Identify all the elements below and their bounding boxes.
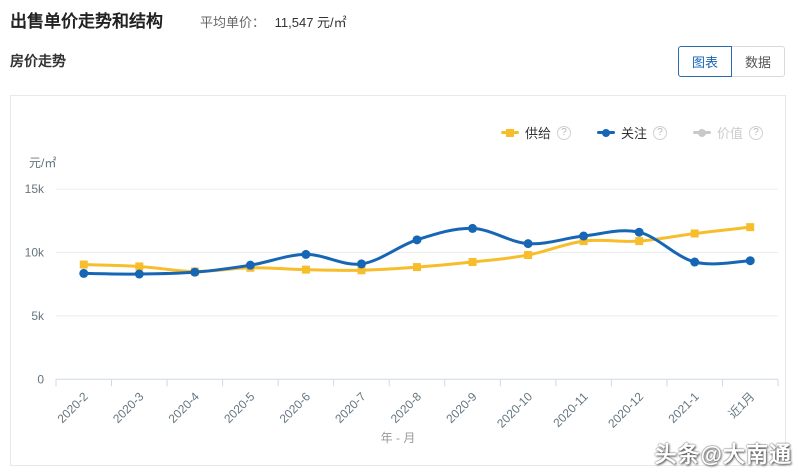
svg-text:2021-1: 2021-1	[665, 389, 702, 426]
watermark: 头条@大南通	[654, 442, 792, 467]
attention-series-marker-icon	[596, 128, 615, 138]
line-chart[interactable]: 0 5k 10k 15k 2020-2 2020-3 2020-4 2020-5 2020-6 2…	[11, 96, 787, 467]
legend-item-supply[interactable]: 供给 ?	[500, 123, 571, 142]
legend-item-value[interactable]: 价值 ?	[692, 123, 763, 142]
svg-text:2020-11: 2020-11	[550, 389, 591, 430]
average-price-value: 11,547 元/㎡	[274, 15, 347, 30]
value-series-marker-icon	[692, 128, 711, 138]
svg-text:2020-9: 2020-9	[443, 389, 480, 426]
help-icon[interactable]: ?	[556, 125, 571, 140]
svg-text:2020-6: 2020-6	[277, 389, 314, 426]
svg-text:2020-8: 2020-8	[388, 389, 425, 426]
svg-text:2020-2: 2020-2	[55, 389, 92, 426]
x-axis-title: 年 - 月	[380, 431, 416, 445]
svg-text:2020-7: 2020-7	[332, 389, 369, 426]
svg-text:5k: 5k	[31, 309, 45, 323]
section-title: 房价走势	[10, 53, 66, 69]
average-price: 平均单价： 11,547 元/㎡	[200, 12, 347, 31]
chart-panel: 供给 ? 关注 ? 价值 ? 元/㎡ 0 5k 10k 15k 2020-2 2020-3…	[10, 95, 786, 466]
svg-text:15k: 15k	[25, 182, 45, 196]
svg-text:2020-10: 2020-10	[494, 389, 535, 430]
svg-text:2020-12: 2020-12	[605, 389, 646, 430]
svg-text:2020-4: 2020-4	[166, 389, 203, 426]
page-title: 出售单价走势和结构	[10, 12, 163, 31]
y-axis-unit-label: 元/㎡	[29, 156, 57, 170]
svg-text:近1月: 近1月	[726, 390, 758, 422]
svg-text:2020-3: 2020-3	[110, 389, 147, 426]
svg-text:2020-5: 2020-5	[221, 389, 258, 426]
legend-label-value: 价值	[716, 126, 743, 141]
tab-chart[interactable]: 图表	[677, 46, 732, 77]
tab-data[interactable]: 数据	[730, 46, 785, 77]
svg-text:0: 0	[37, 372, 44, 386]
help-icon[interactable]: ?	[652, 125, 667, 140]
view-tabs: 图表 数据	[677, 46, 785, 77]
average-price-label: 平均单价：	[200, 15, 266, 30]
supply-series-marker-icon	[500, 128, 519, 138]
chart-legend: 供给 ? 关注 ? 价值 ?	[500, 123, 763, 142]
legend-item-attention[interactable]: 关注 ?	[596, 123, 667, 142]
legend-label-supply: 供给	[524, 126, 551, 141]
legend-label-attention: 关注	[620, 126, 647, 141]
help-icon[interactable]: ?	[749, 125, 763, 140]
svg-text:10k: 10k	[25, 246, 45, 260]
